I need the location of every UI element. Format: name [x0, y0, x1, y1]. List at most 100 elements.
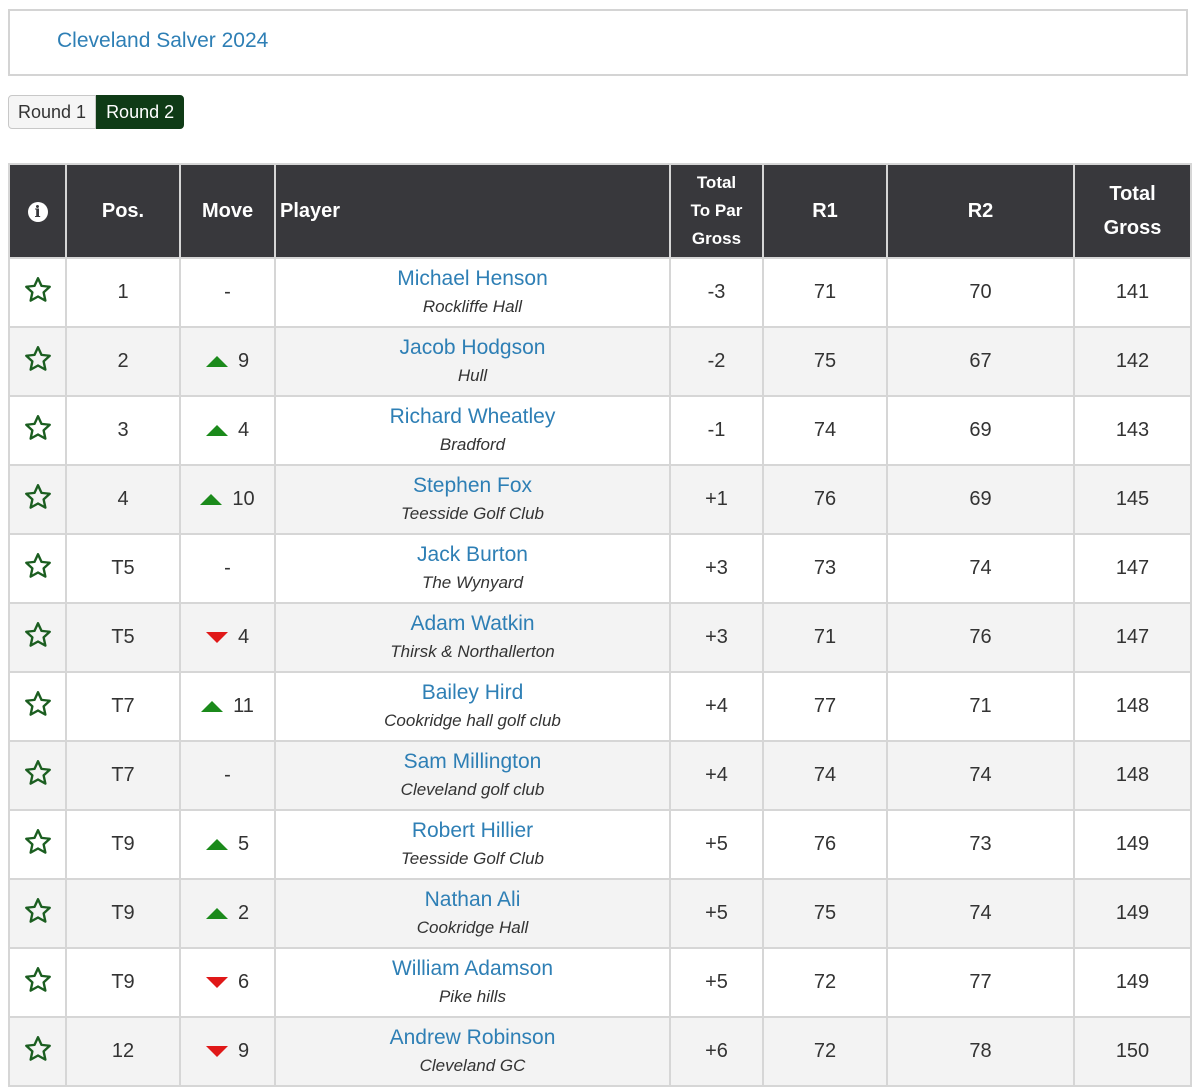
table-row[interactable]: T7 11 Bailey Hird Cookridge hall golf club +… — [8, 671, 1192, 742]
to-par-cell: +5 — [669, 809, 764, 880]
table-row[interactable]: T9 6 William Adamson Pike hills +5 72 77 149 — [8, 947, 1192, 1018]
table-row[interactable]: 3 4 Richard Wheatley Bradford -1 74 69 143 — [8, 395, 1192, 466]
player-name-link[interactable]: Bailey Hird — [421, 681, 524, 704]
table-row[interactable]: T7- Sam Millington Cleveland golf club +4 74… — [8, 740, 1192, 811]
player-club: Teesside Golf Club — [400, 849, 544, 868]
player-cell: Sam Millington Cleveland golf club — [274, 740, 671, 811]
move-value: - — [224, 281, 231, 303]
position-cell: 12 — [65, 1016, 181, 1087]
player-cell: Stephen Fox Teesside Golf Club — [274, 464, 671, 535]
star-icon[interactable] — [23, 758, 53, 794]
move-indicator: 11 — [201, 695, 254, 718]
table-row[interactable]: T5 4 Adam Watkin Thirsk & Northallerton +3 71… — [8, 602, 1192, 673]
player-cell: Richard Wheatley Bradford — [274, 395, 671, 466]
star-icon[interactable] — [23, 1034, 53, 1070]
move-value: 10 — [232, 488, 255, 510]
player-name-link[interactable]: Andrew Robinson — [389, 1026, 556, 1049]
table-row[interactable]: T5 - Jack Burton The Wynyard +3 73 74 147 — [8, 533, 1192, 604]
total-gross-cell: 150 — [1073, 1016, 1192, 1087]
r1-score-cell: 77 — [762, 671, 888, 742]
player-club: Teesside Golf Club — [400, 504, 544, 523]
to-par-cell: +5 — [669, 947, 764, 1018]
table-row[interactable]: 1 - Michael Henson Rockliffe Hall -3 71 70 141 — [8, 257, 1192, 328]
player-club: The Wynyard — [421, 573, 524, 592]
player-name-link[interactable]: Michael Henson — [397, 267, 548, 290]
position-cell: T5 — [65, 533, 181, 604]
arrow-down-icon — [205, 977, 228, 988]
player-cell: Robert Hillier Teesside Golf Club — [274, 809, 671, 880]
to-par-cell: -2 — [669, 326, 764, 397]
table-row[interactable]: 2 9 Jacob Hodgson Hull -2 75 67 142 — [8, 326, 1192, 397]
r2-score-cell: 74 — [886, 878, 1075, 949]
player-name-link[interactable]: Jacob Hodgson — [399, 336, 546, 359]
table-row[interactable]: T9 5 Robert Hillier Teesside Golf Club +5 76 7… — [8, 809, 1192, 880]
player-name-link[interactable]: Adam Watkin — [410, 612, 535, 635]
r1-score-cell: 72 — [762, 947, 888, 1018]
player-name-link[interactable]: Sam Millington — [403, 750, 542, 773]
total-gross-cell: 142 — [1073, 326, 1192, 397]
position-cell: 3 — [65, 395, 181, 466]
player-club: Rockliffe Hall — [422, 297, 523, 316]
tab-round-1[interactable]: Round 1 — [8, 95, 97, 129]
favorite-cell — [8, 671, 67, 742]
info-header[interactable]: i — [8, 163, 67, 259]
tab-round-2[interactable]: Round 2 — [96, 95, 185, 129]
move-value: - — [224, 557, 231, 579]
event-title[interactable]: Cleveland Salver 2024 — [57, 29, 269, 52]
total-gross-cell: 148 — [1073, 740, 1192, 811]
move-indicator: 6 — [205, 971, 249, 994]
to-par-cell: -1 — [669, 395, 764, 466]
move-cell: 5 — [179, 809, 276, 880]
table-row[interactable]: T9 2 Nathan Ali Cookridge Hall +5 75 74 149 — [8, 878, 1192, 949]
header-row: i Pos. Move Player Total To Par Gross R1… — [8, 163, 1192, 259]
favorite-cell — [8, 740, 67, 811]
r1-score-cell: 71 — [762, 602, 888, 673]
to-par-cell: +5 — [669, 878, 764, 949]
r1-header: R1 — [762, 163, 888, 259]
star-icon[interactable] — [23, 344, 53, 380]
position-cell: T9 — [65, 947, 181, 1018]
to-par-cell: +4 — [669, 740, 764, 811]
favorite-cell — [8, 1016, 67, 1087]
r2-score-cell: 78 — [886, 1016, 1075, 1087]
star-icon[interactable] — [23, 551, 53, 587]
move-cell: - — [179, 740, 276, 811]
player-name-link[interactable]: Robert Hillier — [411, 819, 534, 842]
arrow-down-icon — [205, 1046, 228, 1057]
to-par-header-line2: To Par — [690, 201, 743, 220]
player-name-link[interactable]: Stephen Fox — [412, 474, 533, 497]
total-gross-cell: 149 — [1073, 947, 1192, 1018]
info-icon[interactable]: i — [27, 201, 48, 222]
star-icon[interactable] — [23, 827, 53, 863]
star-icon[interactable] — [23, 275, 53, 311]
move-value: 2 — [237, 902, 250, 924]
move-cell: - — [179, 533, 276, 604]
star-icon[interactable] — [23, 965, 53, 1001]
player-name-link[interactable]: Nathan Ali — [424, 888, 521, 911]
move-value: 9 — [237, 350, 250, 372]
move-cell: 4 — [179, 602, 276, 673]
r2-score-cell: 69 — [886, 395, 1075, 466]
star-icon[interactable] — [23, 689, 53, 725]
to-par-cell: +6 — [669, 1016, 764, 1087]
position-cell: T7 — [65, 740, 181, 811]
move-cell: 9 — [179, 326, 276, 397]
player-name-link[interactable]: Richard Wheatley — [389, 405, 556, 428]
star-icon[interactable] — [23, 620, 53, 656]
table-row[interactable]: 12 9 Andrew Robinson Cleveland GC +6 72 78 150 — [8, 1016, 1192, 1087]
star-icon[interactable] — [23, 413, 53, 449]
event-title-panel: Cleveland Salver 2024 — [8, 9, 1188, 76]
table-row[interactable]: 4 10 Stephen Fox Teesside Golf Club +1 76 69 14… — [8, 464, 1192, 535]
position-cell: T9 — [65, 878, 181, 949]
r1-score-cell: 71 — [762, 257, 888, 328]
star-icon[interactable] — [23, 896, 53, 932]
move-cell: 11 — [179, 671, 276, 742]
r2-score-cell: 73 — [886, 809, 1075, 880]
player-header: Player — [274, 163, 671, 259]
total-gross-cell: 148 — [1073, 671, 1192, 742]
star-icon[interactable] — [23, 482, 53, 518]
player-name-link[interactable]: Jack Burton — [417, 543, 528, 566]
r2-score-cell: 69 — [886, 464, 1075, 535]
player-name-link[interactable]: William Adamson — [391, 957, 554, 980]
arrow-up-icon — [200, 494, 223, 505]
